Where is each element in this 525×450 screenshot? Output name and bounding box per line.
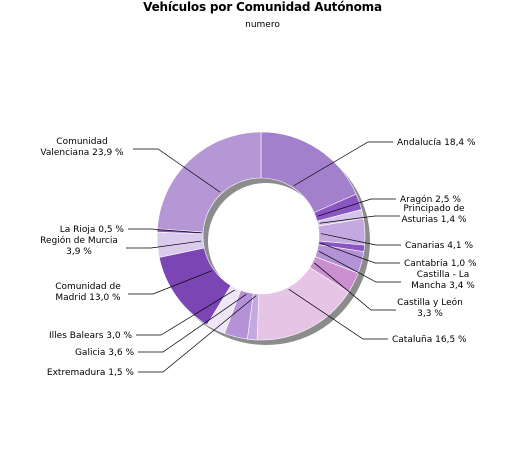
slice-label-extremadura: Extremadura 1,5 % [47, 368, 135, 378]
leader-line-comunidad-de-madrid [128, 270, 213, 295]
slice-label-principado-de-asturias: Principado de Asturias 1,4 % [401, 204, 467, 225]
slice-label-comunidad-de-madrid: Comunidad de Madrid 13,0 % [55, 282, 121, 303]
slice-label-line: Comunidad [56, 137, 107, 147]
leader-line-principado-de-asturias [319, 215, 400, 224]
leader-line-castilla-la-mancha [318, 250, 401, 283]
chart-title: Vehículos por Comunidad Autónoma [143, 0, 382, 14]
slice-label-region-de-murcia: Región de Murcia 3,9 % [40, 235, 118, 257]
slice-label-andalucia: Andalucía 18,4 % [397, 138, 476, 148]
leader-line-region-de-murcia [126, 240, 202, 249]
slice-label-cantabria: Cantabria 1,0 % [404, 259, 477, 269]
slice-comunidad-valenciana [156, 131, 262, 233]
leader-line-cataluna [288, 288, 388, 340]
slice-label-castilla-y-leon: Castilla y León 3,3 % [397, 297, 463, 319]
slice-label-line: Principado de [403, 204, 465, 214]
slice-label-galicia: Galicia 3,6 % [75, 348, 134, 358]
slice-label-line: 3,9 % [66, 247, 92, 257]
leader-line-aragon [317, 198, 396, 217]
slice-label-castilla-la-mancha: Castilla - La Mancha 3,4 % [411, 270, 475, 291]
leader-line-comunidad-valenciana [133, 148, 221, 193]
leader-line-castilla-y-leon [314, 262, 396, 311]
slice-label-line: Región de Murcia [40, 235, 118, 246]
leader-line-andalucia [293, 141, 393, 187]
slice-label-cataluna: Cataluña 16,5 % [392, 335, 467, 345]
slice-label-la-rioja: La Rioja 0,5 % [60, 225, 125, 235]
donut-slices [156, 131, 366, 341]
slice-label-line: Castilla y León [397, 297, 463, 308]
leader-line-extremadura [138, 295, 257, 373]
chart-subtitle: numero [245, 20, 280, 30]
slice-label-line: 3,3 % [417, 309, 443, 319]
slice-label-line: Comunidad de [55, 282, 121, 292]
leader-line-la-rioja [128, 228, 202, 234]
slice-label-line: Castilla - La [417, 270, 470, 280]
slice-label-comunidad-valenciana: Comunidad Valenciana 23,9 % [40, 137, 124, 158]
leader-line-illes-balears [136, 289, 235, 336]
slice-labels: Andalucía 18,4 % Aragón 2,5 %Principado d… [40, 137, 477, 378]
slice-label-illes-balears: Illes Balears 3,0 % [49, 331, 132, 341]
slice-label-line: Valenciana 23,9 % [40, 148, 124, 158]
slice-label-canarias: Canarias 4,1 % [405, 241, 473, 251]
leader-lines [126, 141, 401, 373]
leader-line-cantabria [320, 242, 400, 264]
slice-label-aragon: Aragón 2,5 % [400, 194, 461, 205]
slice-label-line: Asturias 1,4 % [401, 215, 467, 225]
slice-label-line: Madrid 13,0 % [55, 293, 121, 303]
leader-line-canarias [320, 233, 401, 246]
leader-line-galicia [138, 293, 247, 353]
slice-label-line: Mancha 3,4 % [411, 281, 475, 291]
